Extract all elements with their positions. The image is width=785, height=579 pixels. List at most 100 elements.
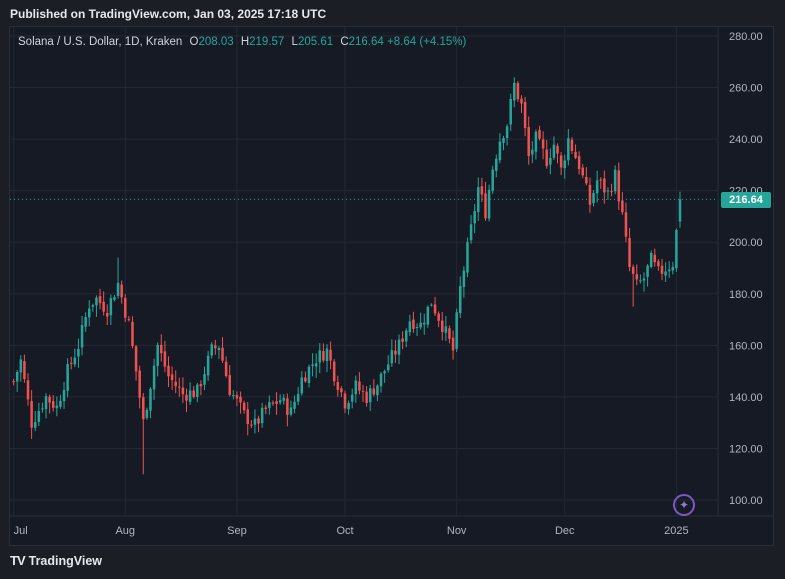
candle-body bbox=[192, 390, 195, 398]
candle-body bbox=[466, 242, 469, 273]
candle-body bbox=[131, 321, 134, 346]
candle-body bbox=[343, 393, 347, 409]
candle-body bbox=[422, 322, 426, 325]
candle-body bbox=[451, 337, 455, 351]
candle-body bbox=[498, 141, 502, 161]
candle-body bbox=[372, 388, 376, 395]
candle-body bbox=[84, 316, 87, 327]
price-tick-label: 140.00 bbox=[729, 392, 763, 404]
candle-body bbox=[325, 348, 329, 362]
candle-body bbox=[332, 361, 336, 382]
candle-body bbox=[26, 380, 30, 400]
candle-body bbox=[491, 169, 494, 191]
time-tick-label: Sep bbox=[227, 525, 247, 537]
candle-body bbox=[33, 422, 37, 428]
candle-body bbox=[386, 364, 390, 371]
sparkle-icon[interactable]: ✦ bbox=[673, 494, 695, 516]
candle-body bbox=[523, 102, 527, 129]
candle-body bbox=[185, 394, 188, 401]
candle-body bbox=[275, 401, 278, 404]
last-price-tag: 216.64 bbox=[721, 192, 771, 208]
candle-body bbox=[628, 237, 631, 267]
candle-body bbox=[675, 230, 678, 269]
candle-body bbox=[520, 98, 523, 104]
candle-body bbox=[91, 305, 95, 307]
candle-body bbox=[502, 138, 505, 143]
price-tick-label: 240.00 bbox=[729, 134, 763, 146]
candle-body bbox=[401, 338, 404, 342]
candle-body bbox=[462, 270, 466, 287]
candle-body bbox=[307, 366, 311, 383]
grid-lines bbox=[10, 27, 718, 516]
candle-body bbox=[95, 297, 98, 306]
candle-body bbox=[509, 99, 512, 125]
candle-body bbox=[459, 285, 462, 314]
candle-body bbox=[531, 149, 534, 155]
candle-body bbox=[253, 418, 257, 425]
candle-body bbox=[347, 402, 350, 410]
brand-name: TradingView bbox=[28, 553, 103, 568]
change-value: +8.64 (+4.15%) bbox=[387, 36, 467, 48]
candle-body bbox=[98, 296, 102, 304]
candle-body bbox=[599, 179, 603, 181]
candle-body bbox=[105, 312, 109, 317]
candle-body bbox=[649, 252, 653, 267]
candle-body bbox=[642, 278, 646, 281]
candle-body bbox=[239, 396, 242, 403]
candle-body bbox=[534, 131, 538, 152]
chart-frame[interactable] bbox=[9, 26, 774, 546]
candle-body bbox=[242, 402, 246, 411]
candle-body bbox=[653, 254, 657, 263]
candle-body bbox=[15, 371, 19, 382]
candle-body bbox=[314, 363, 318, 367]
price-tick-label: 280.00 bbox=[729, 31, 763, 43]
candle-body bbox=[538, 129, 541, 139]
candle-body bbox=[408, 321, 412, 333]
tradingview-logo-icon: TV bbox=[10, 553, 26, 568]
candle-body bbox=[613, 169, 617, 192]
candle-body bbox=[116, 282, 120, 296]
candle-body bbox=[163, 351, 167, 367]
candle-body bbox=[329, 349, 332, 361]
candle-body bbox=[606, 190, 610, 192]
candle-body bbox=[102, 301, 105, 312]
candle-body bbox=[581, 167, 585, 176]
candle-body bbox=[577, 156, 581, 170]
candle-body bbox=[264, 407, 268, 409]
candle-body bbox=[51, 401, 55, 408]
candle-body bbox=[44, 396, 48, 410]
candle-body bbox=[196, 384, 199, 397]
candle-body bbox=[383, 371, 386, 374]
candle-body bbox=[549, 157, 552, 165]
candle-body bbox=[397, 339, 401, 355]
candle-body bbox=[37, 411, 41, 422]
candle-body bbox=[246, 409, 250, 425]
candle-body bbox=[559, 155, 563, 168]
candle-body bbox=[631, 266, 635, 274]
candle-body bbox=[527, 127, 530, 156]
candle-body bbox=[181, 387, 185, 395]
candle-body bbox=[484, 193, 487, 219]
candle-body bbox=[87, 308, 91, 318]
candle-body bbox=[473, 211, 476, 224]
candle-body bbox=[469, 224, 473, 241]
candle-body bbox=[585, 176, 588, 184]
candle-body bbox=[574, 151, 577, 158]
candle-body bbox=[278, 400, 282, 403]
candle-body bbox=[124, 297, 127, 318]
candle-body bbox=[660, 265, 664, 274]
candle-body bbox=[149, 388, 152, 411]
candle-body bbox=[404, 330, 408, 342]
candle-body bbox=[412, 319, 415, 329]
candle-body bbox=[419, 322, 422, 328]
time-tick-label: 2025 bbox=[664, 525, 688, 537]
symbol-legend: Solana / U.S. Dollar, 1D, Kraken O208.03… bbox=[18, 36, 466, 48]
candle-body bbox=[437, 313, 440, 321]
candle-body bbox=[448, 328, 451, 339]
candle-body bbox=[318, 350, 322, 363]
candle-body bbox=[513, 82, 516, 101]
high-label: H bbox=[240, 36, 250, 48]
time-tick-label: Jul bbox=[14, 525, 28, 537]
candle-body bbox=[69, 362, 73, 364]
